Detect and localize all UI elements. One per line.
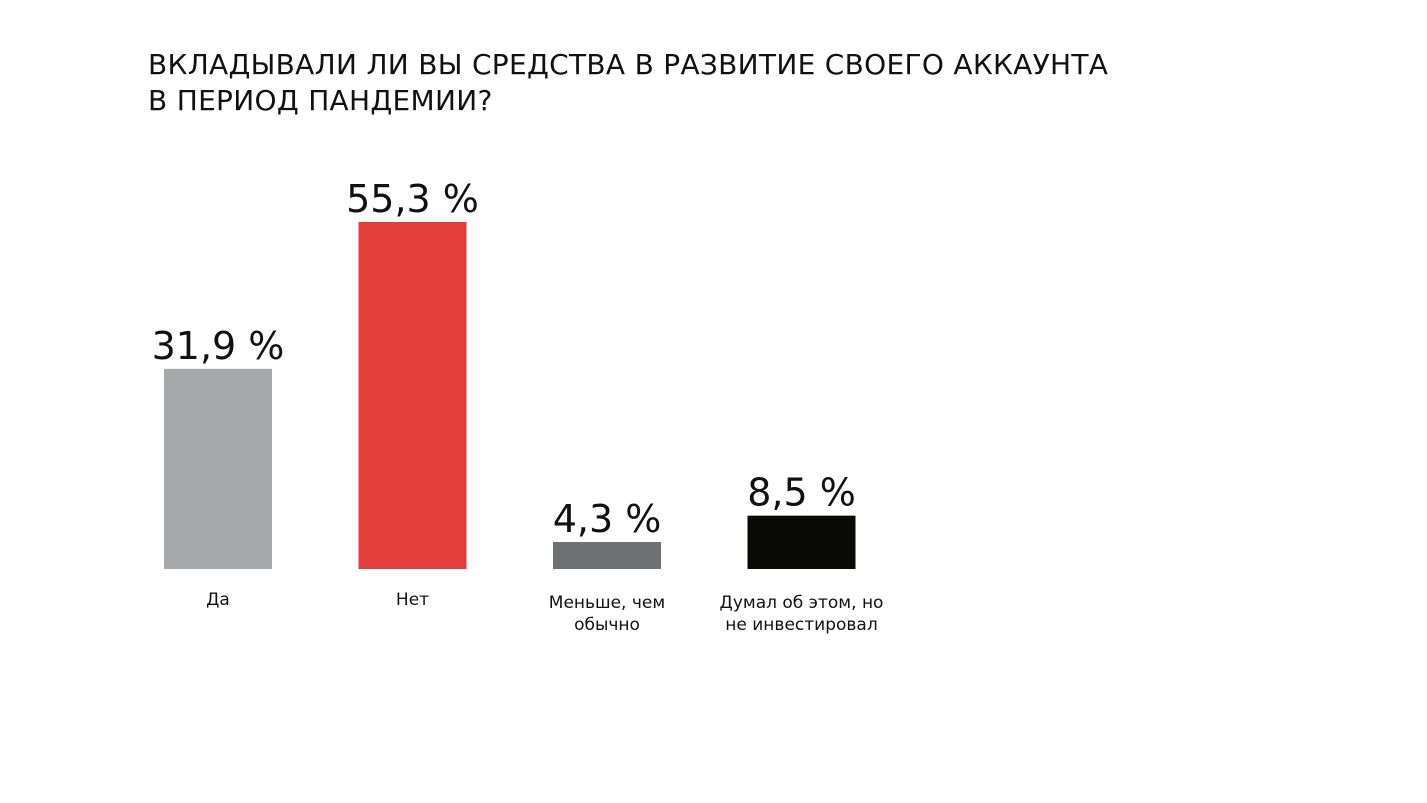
bar-net bbox=[358, 222, 467, 569]
category-label-menshe-line-2: обычно bbox=[574, 615, 640, 635]
data-label-dumal: 8,5 % bbox=[747, 471, 856, 515]
bar-dumal bbox=[747, 515, 856, 569]
chart-title-line-1: ВКЛАДЫВАЛИ ЛИ ВЫ СРЕДСТВА В РАЗВИТИЕ СВО… bbox=[148, 48, 1109, 81]
category-label-net: Нет bbox=[396, 590, 429, 610]
category-label-dumal-line-1: Думал об этом, но bbox=[720, 593, 884, 613]
chart-title: ВКЛАДЫВАЛИ ЛИ ВЫ СРЕДСТВА В РАЗВИТИЕ СВО… bbox=[148, 47, 1148, 119]
data-label-net: 55,3 % bbox=[346, 177, 479, 221]
bar-menshe bbox=[553, 542, 661, 569]
data-label-da: 31,9 % bbox=[152, 324, 285, 368]
bar-da bbox=[164, 368, 272, 569]
category-label-da: Да bbox=[206, 590, 230, 610]
category-label-dumal-line-2: не инвестировал bbox=[725, 615, 877, 635]
chart-title-line-2: В ПЕРИОД ПАНДЕМИИ? bbox=[148, 84, 493, 117]
category-label-menshe-line-1: Меньше, чем bbox=[549, 593, 665, 613]
data-label-menshe: 4,3 % bbox=[553, 497, 662, 541]
